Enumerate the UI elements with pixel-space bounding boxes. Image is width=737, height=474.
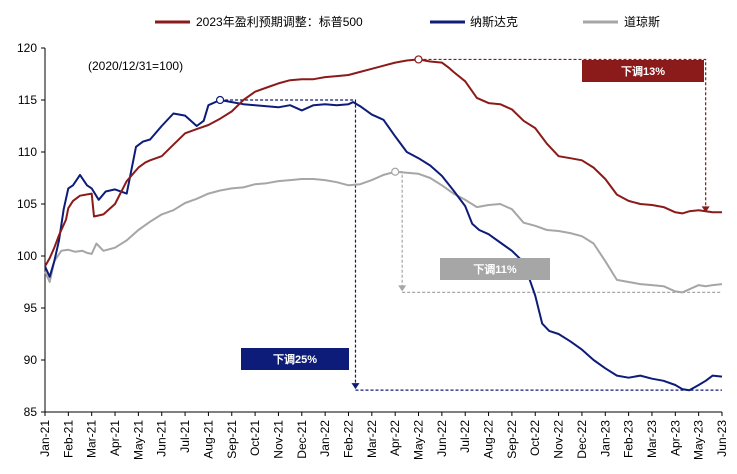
x-tick-label: May-22 xyxy=(412,420,426,460)
x-tick-label: Sep-22 xyxy=(505,420,519,459)
badge-dow-bg xyxy=(440,258,550,280)
x-tick-label: Apr-22 xyxy=(388,420,402,456)
y-tick-label: 85 xyxy=(24,405,38,419)
series-line-dow xyxy=(44,170,723,294)
x-tick-label: Jun-22 xyxy=(435,420,449,457)
annotation-badges: 下调13% 下调11% 下调25% xyxy=(241,60,704,370)
x-tick-label: Aug-22 xyxy=(482,420,496,459)
guide-sp500 xyxy=(418,58,707,208)
legend-label-dow: 道琼斯 xyxy=(624,14,660,29)
x-tick-label: Jul-21 xyxy=(178,420,192,453)
y-tick-label: 120 xyxy=(17,41,37,55)
guide-arrow-nasdaq xyxy=(351,383,360,390)
peak-marker-nasdaq xyxy=(215,95,225,105)
plot-area: 85 90 95 100 105 110 115 120 Jan-21 Feb-21 Mar-21… xyxy=(17,41,729,460)
x-tick-label: Apr-21 xyxy=(108,420,122,456)
legend-label-nasdaq: 纳斯达克 xyxy=(470,15,518,29)
x-tick-label: Nov-22 xyxy=(552,420,566,459)
series-line-sp500 xyxy=(44,58,722,267)
x-tick-label: Feb-22 xyxy=(341,420,355,458)
legend-label-sp500: 2023年盈利预期调整：标普500 xyxy=(196,14,363,29)
series-line-nasdaq xyxy=(44,99,723,392)
x-tick-label: Mar-21 xyxy=(85,420,99,458)
x-tick-label: Oct-22 xyxy=(528,420,542,456)
guide-nasdaq xyxy=(220,99,722,391)
x-tick-label: Jan-23 xyxy=(598,420,612,457)
x-tick-label: May-21 xyxy=(131,420,145,460)
y-tick-label: 100 xyxy=(17,249,37,263)
series-lines xyxy=(44,58,723,392)
x-tick-label: Feb-23 xyxy=(622,420,636,458)
y-tick-label: 115 xyxy=(18,93,37,107)
x-tick-label: Nov-21 xyxy=(271,420,285,459)
y-tick-label: 105 xyxy=(17,197,37,211)
peak-marker-dow xyxy=(391,167,400,176)
x-tick-label: Dec-21 xyxy=(295,420,309,459)
x-tick-label: Oct-21 xyxy=(248,420,262,456)
x-tick-label: Sep-21 xyxy=(225,420,239,459)
x-tick-label: Feb-21 xyxy=(61,420,75,458)
legend: 2023年盈利预期调整：标普500 纳斯达克 道琼斯 xyxy=(155,14,660,29)
guide-arrow-sp500 xyxy=(701,206,710,213)
guide-arrow-dow xyxy=(398,285,407,292)
annotation-guides xyxy=(220,58,722,391)
badge-dow-label: 下调11% xyxy=(473,262,517,276)
x-ticks: Jan-21 Feb-21 Mar-21 Apr-21 May-21 Jun-21 Jul-… xyxy=(38,412,729,460)
base-note: (2020/12/31=100) xyxy=(88,59,183,73)
peak-markers xyxy=(215,55,423,176)
badge-sp500-label: 下调13% xyxy=(621,64,665,78)
x-tick-label: Dec-22 xyxy=(575,420,589,459)
badge-nasdaq-label: 下调25% xyxy=(273,352,317,366)
x-tick-label: May-23 xyxy=(692,420,706,460)
x-tick-label: Apr-23 xyxy=(668,420,682,456)
peak-marker-sp500 xyxy=(414,55,423,64)
x-tick-label: Jan-21 xyxy=(38,420,52,457)
y-tick-label: 95 xyxy=(24,301,38,315)
x-tick-label: Jan-22 xyxy=(318,420,332,457)
x-tick-label: Jun-23 xyxy=(715,420,729,457)
x-tick-label: Mar-23 xyxy=(645,420,659,458)
x-tick-label: Jun-21 xyxy=(155,420,169,457)
badge-nasdaq-bg xyxy=(241,348,349,370)
x-tick-label: Jul-22 xyxy=(458,420,472,453)
badge-sp500-bg xyxy=(582,60,704,82)
y-tick-label: 110 xyxy=(18,145,37,159)
x-tick-label: Aug-21 xyxy=(201,420,215,459)
x-tick-label: Mar-22 xyxy=(365,420,379,458)
y-tick-label: 90 xyxy=(24,353,38,367)
y-ticks: 85 90 95 100 105 110 115 120 xyxy=(17,41,45,419)
